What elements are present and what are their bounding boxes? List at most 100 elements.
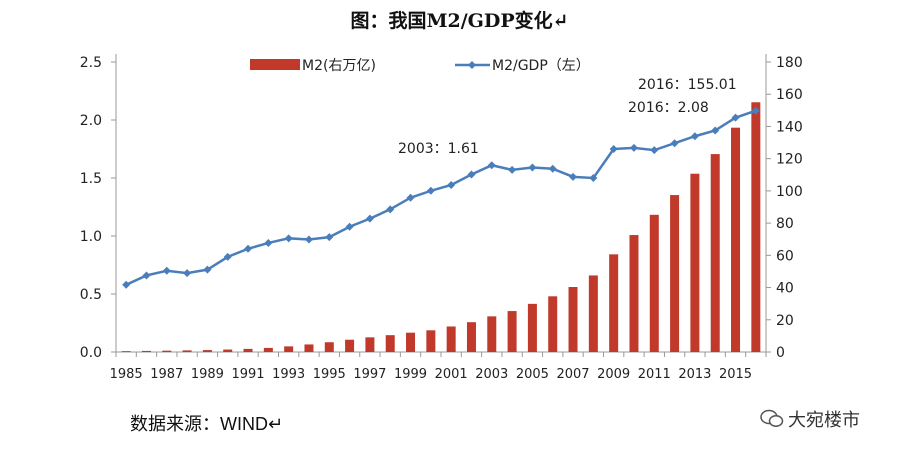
bar-m2 — [365, 337, 375, 352]
point-m2-gdp — [142, 271, 151, 280]
point-m2-gdp — [508, 165, 517, 174]
bar-m2 — [263, 347, 273, 352]
bar-m2 — [121, 351, 131, 352]
point-m2-gdp — [670, 139, 679, 148]
x-tick-label: 1995 — [313, 367, 346, 382]
point-m2-gdp — [467, 170, 476, 179]
point-m2-gdp — [487, 161, 496, 170]
x-tick-label: 2001 — [435, 367, 468, 382]
watermark-text: 大宛楼市 — [788, 410, 860, 430]
line-m2-gdp — [125, 109, 757, 286]
point-m2-gdp — [711, 126, 720, 135]
left-tick-label: 0.5 — [80, 287, 102, 303]
x-tick-label: 2011 — [638, 367, 671, 382]
x-tick-label: 1997 — [353, 367, 386, 382]
right-tick-label: 40 — [776, 281, 794, 297]
point-m2-gdp — [528, 163, 537, 172]
point-m2-gdp — [304, 235, 313, 244]
point-m2-gdp — [650, 146, 659, 155]
bar-m2 — [507, 311, 517, 352]
right-tick-label: 0 — [776, 345, 785, 361]
bar-m2 — [243, 348, 253, 352]
bar-m2 — [527, 303, 537, 352]
bar-m2 — [649, 214, 659, 352]
x-tick-label: 1987 — [150, 367, 183, 382]
x-tick-label: 2007 — [556, 367, 589, 382]
x-tick-label: 1989 — [191, 367, 224, 382]
left-tick-label: 2.0 — [80, 113, 102, 129]
point-m2-gdp — [122, 280, 131, 289]
legend-label-m2: M2(右万亿) — [302, 58, 376, 74]
right-tick-label: 60 — [776, 248, 794, 264]
chart: 0.0 0.5 1.0 1.5 2.0 2.5 0 20 40 60 80 100 120 140 160 1… — [80, 54, 803, 382]
left-tick-label: 2.5 — [80, 55, 102, 71]
right-tick-label: 160 — [776, 87, 803, 103]
right-tick-label: 180 — [776, 55, 803, 71]
right-tick-label: 80 — [776, 216, 794, 232]
left-tick-label: 0.0 — [80, 345, 102, 361]
data-source: 数据来源：WIND↵ — [130, 414, 284, 434]
legend-marker-m2-gdp — [468, 61, 476, 69]
bar-m2 — [446, 326, 456, 352]
point-m2-gdp — [406, 193, 415, 202]
bar-m2 — [568, 287, 578, 352]
point-m2-gdp — [386, 205, 395, 214]
chart-title: 图：我国M2/GDP变化↵ — [350, 10, 569, 32]
point-m2-gdp — [264, 238, 273, 247]
bar-m2 — [304, 344, 314, 352]
bar-m2 — [162, 350, 172, 352]
wechat-icon — [760, 409, 784, 427]
right-tick-label: 20 — [776, 313, 794, 329]
bar-m2 — [731, 127, 741, 352]
bar-m2 — [223, 349, 233, 352]
legend-label-m2-gdp: M2/GDP（左） — [492, 58, 590, 74]
right-tick-label: 120 — [776, 152, 803, 168]
point-m2-gdp — [426, 186, 435, 195]
point-m2-gdp — [629, 143, 638, 152]
bar-m2 — [202, 350, 212, 352]
bar-m2 — [466, 322, 476, 352]
x-tick-label: 2005 — [516, 367, 549, 382]
point-m2-gdp — [569, 172, 578, 181]
point-m2-gdp — [548, 164, 557, 173]
x-tick-label: 1985 — [110, 367, 143, 382]
point-m2-gdp — [284, 234, 293, 243]
point-m2-gdp — [223, 252, 232, 261]
point-m2-gdp — [447, 180, 456, 189]
right-tick-label: 140 — [776, 119, 803, 135]
point-m2-gdp — [609, 145, 618, 153]
x-tick-label: 1993 — [272, 367, 305, 382]
bar-m2 — [609, 254, 619, 352]
legend-swatch-m2 — [250, 59, 300, 70]
point-m2-gdp — [203, 265, 212, 274]
bar-m2 — [284, 346, 294, 352]
x-tick-label: 2013 — [678, 367, 711, 382]
point-m2-gdp — [244, 244, 253, 253]
bar-m2 — [670, 195, 680, 352]
bar-m2 — [324, 342, 334, 352]
x-tick-label: 2003 — [475, 367, 508, 382]
bar-m2 — [141, 350, 151, 352]
bar-m2 — [690, 173, 700, 352]
bar-m2 — [385, 335, 395, 352]
left-tick-label: 1.0 — [80, 229, 102, 245]
x-tick-label: 2015 — [719, 367, 752, 382]
point-m2-gdp — [589, 174, 598, 182]
right-tick-label: 100 — [776, 184, 803, 200]
point-m2-gdp — [325, 233, 334, 242]
bar-m2 — [487, 316, 497, 352]
bar-m2 — [588, 275, 598, 352]
bar-m2 — [751, 102, 761, 353]
bar-m2 — [426, 330, 436, 352]
annotation-label: 2016：155.01 — [638, 77, 737, 93]
point-m2-gdp — [162, 266, 171, 275]
annotation-label: 2016：2.08 — [628, 100, 709, 116]
point-m2-gdp — [690, 132, 699, 141]
point-m2-gdp — [731, 113, 740, 122]
point-m2-gdp — [751, 106, 760, 115]
x-tick-label: 1999 — [394, 367, 427, 382]
bar-m2 — [406, 332, 416, 352]
x-tick-label: 1991 — [231, 367, 264, 382]
point-m2-gdp — [183, 269, 192, 278]
bar-m2 — [345, 339, 355, 352]
